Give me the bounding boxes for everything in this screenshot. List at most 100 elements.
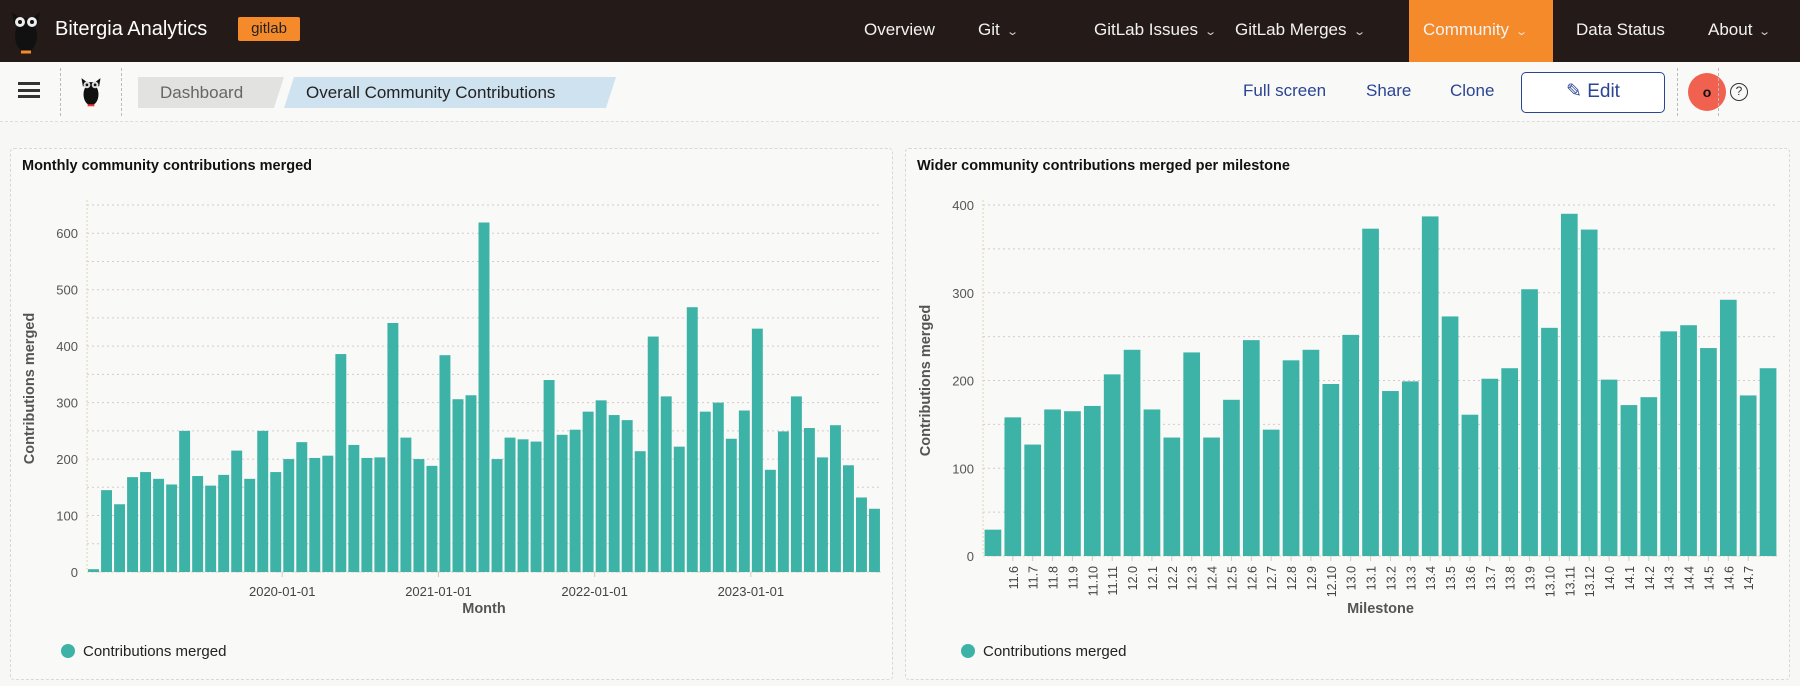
nav-community[interactable]: Community ⌄: [1409, 0, 1553, 62]
bar: [244, 478, 256, 572]
nav-overview[interactable]: Overview: [864, 0, 935, 62]
legend-item[interactable]: Contributions merged: [61, 643, 226, 660]
bar: [270, 472, 282, 572]
bar: [543, 380, 555, 572]
nav-gitlab-merges[interactable]: GitLab Merges ⌄: [1235, 0, 1366, 62]
nav-label: Community: [1423, 20, 1509, 39]
x-tick-label: 13.10: [1543, 566, 1557, 597]
bar: [465, 395, 477, 572]
x-tick-label: 14.4: [1683, 566, 1697, 590]
chevron-down-icon: ⌄: [1352, 26, 1366, 38]
divider: [1718, 68, 1719, 116]
bar: [1282, 360, 1300, 556]
x-tick-label: 12.6: [1245, 566, 1259, 590]
bar: [231, 450, 243, 572]
y-tick-label: 200: [952, 374, 974, 389]
bar: [764, 469, 776, 572]
bar: [1620, 405, 1638, 556]
x-tick-label: 14.6: [1722, 566, 1736, 590]
bar: [387, 323, 399, 572]
bar: [1521, 289, 1538, 556]
bar: [335, 354, 347, 572]
nav-label: Git: [978, 20, 1000, 39]
legend-item[interactable]: Contributions merged: [961, 643, 1126, 660]
y-tick-label: 600: [56, 226, 78, 241]
y-tick-label: 100: [952, 461, 974, 476]
bar: [1719, 299, 1737, 556]
bar: [517, 439, 529, 572]
user-avatar[interactable]: o: [1688, 73, 1726, 111]
x-tick-label: 13.8: [1504, 566, 1518, 590]
x-tick-label: 13.0: [1345, 566, 1359, 590]
nav-label: Overview: [864, 20, 935, 39]
nav-about[interactable]: About ⌄: [1708, 0, 1772, 62]
nav-git[interactable]: Git ⌄: [978, 0, 1019, 62]
brand-title[interactable]: Bitergia Analytics: [55, 18, 208, 40]
bar: [322, 455, 334, 572]
bar: [1759, 368, 1777, 556]
x-tick-label: 13.4: [1424, 566, 1438, 590]
monthly-bar-chart: 0 100 200 300 400 500 600 2020-01-01 2021-01-01 2…: [22, 200, 881, 617]
menu-icon[interactable]: [18, 82, 40, 98]
bar: [348, 444, 360, 572]
bar: [984, 529, 1002, 556]
nav-label: About: [1708, 20, 1753, 39]
bar: [869, 508, 880, 572]
x-tick-label: 14.5: [1702, 566, 1716, 590]
nav-gitlab-issues[interactable]: GitLab Issues ⌄: [1094, 0, 1218, 62]
bar: [1183, 352, 1201, 556]
top-navbar: Bitergia Analytics gitlab Overview Git ⌄ …: [0, 0, 1800, 62]
bar: [1163, 437, 1181, 556]
home-owl-icon[interactable]: [75, 74, 107, 108]
bar: [153, 478, 165, 572]
x-tick-label: 13.1: [1365, 566, 1379, 590]
bar: [1382, 391, 1399, 556]
x-tick-label: 13.12: [1583, 566, 1597, 597]
bar: [1083, 405, 1101, 556]
x-tick-label: 13.3: [1404, 566, 1418, 590]
bar: [1024, 444, 1042, 556]
x-tick-label: 2022-01-01: [561, 584, 628, 599]
y-axis-title: Contributions merged: [918, 305, 934, 456]
legend-label: Contributions merged: [83, 643, 227, 660]
share-link[interactable]: Share: [1366, 81, 1412, 100]
bar: [140, 472, 152, 572]
bar: [1342, 334, 1360, 556]
bar: [218, 474, 230, 572]
full-screen-link[interactable]: Full screen: [1243, 81, 1327, 100]
clone-link[interactable]: Clone: [1450, 81, 1495, 100]
chevron-down-icon: ⌄: [1515, 26, 1529, 38]
x-tick-label: 11.6: [1007, 566, 1021, 589]
y-tick-label: 300: [952, 286, 974, 301]
x-tick-label: 14.0: [1603, 566, 1617, 590]
bar: [491, 459, 503, 572]
bar: [1242, 340, 1260, 556]
legend-dot-icon: [961, 644, 975, 658]
milestone-bar-chart: 0 100 200 300 400 11.6 11.7 11.8 11.9 11.10 11.11 1…: [918, 198, 1778, 617]
edit-button[interactable]: ✎ Edit: [1521, 72, 1665, 113]
bar: [114, 504, 126, 572]
x-tick-label: 13.6: [1464, 566, 1478, 590]
bar: [1004, 417, 1022, 556]
chevron-down-icon: ⌄: [1204, 26, 1218, 38]
bar: [1322, 384, 1340, 556]
bar: [296, 442, 308, 572]
y-tick-label: 100: [56, 509, 78, 524]
bar: [608, 415, 620, 572]
x-tick-label: 12.9: [1305, 566, 1319, 590]
x-tick-label: 14.2: [1643, 566, 1657, 590]
bar: [1302, 349, 1320, 556]
bar: [179, 430, 191, 572]
bar: [660, 396, 672, 572]
nav-data-status[interactable]: Data Status: [1576, 0, 1665, 62]
breadcrumb-dashboard[interactable]: Dashboard: [138, 77, 284, 108]
bar: [1541, 327, 1558, 556]
x-tick-label: 12.3: [1186, 566, 1200, 590]
dashboard-header: Dashboard Overall Community Contribution…: [0, 62, 1800, 122]
x-tick-label: 11.7: [1027, 566, 1041, 589]
panel-title: Monthly community contributions merged: [22, 158, 313, 174]
help-icon[interactable]: ?: [1730, 83, 1748, 101]
bar: [1481, 378, 1499, 556]
bar: [1421, 216, 1439, 556]
bitergia-owl-logo[interactable]: [6, 6, 46, 56]
